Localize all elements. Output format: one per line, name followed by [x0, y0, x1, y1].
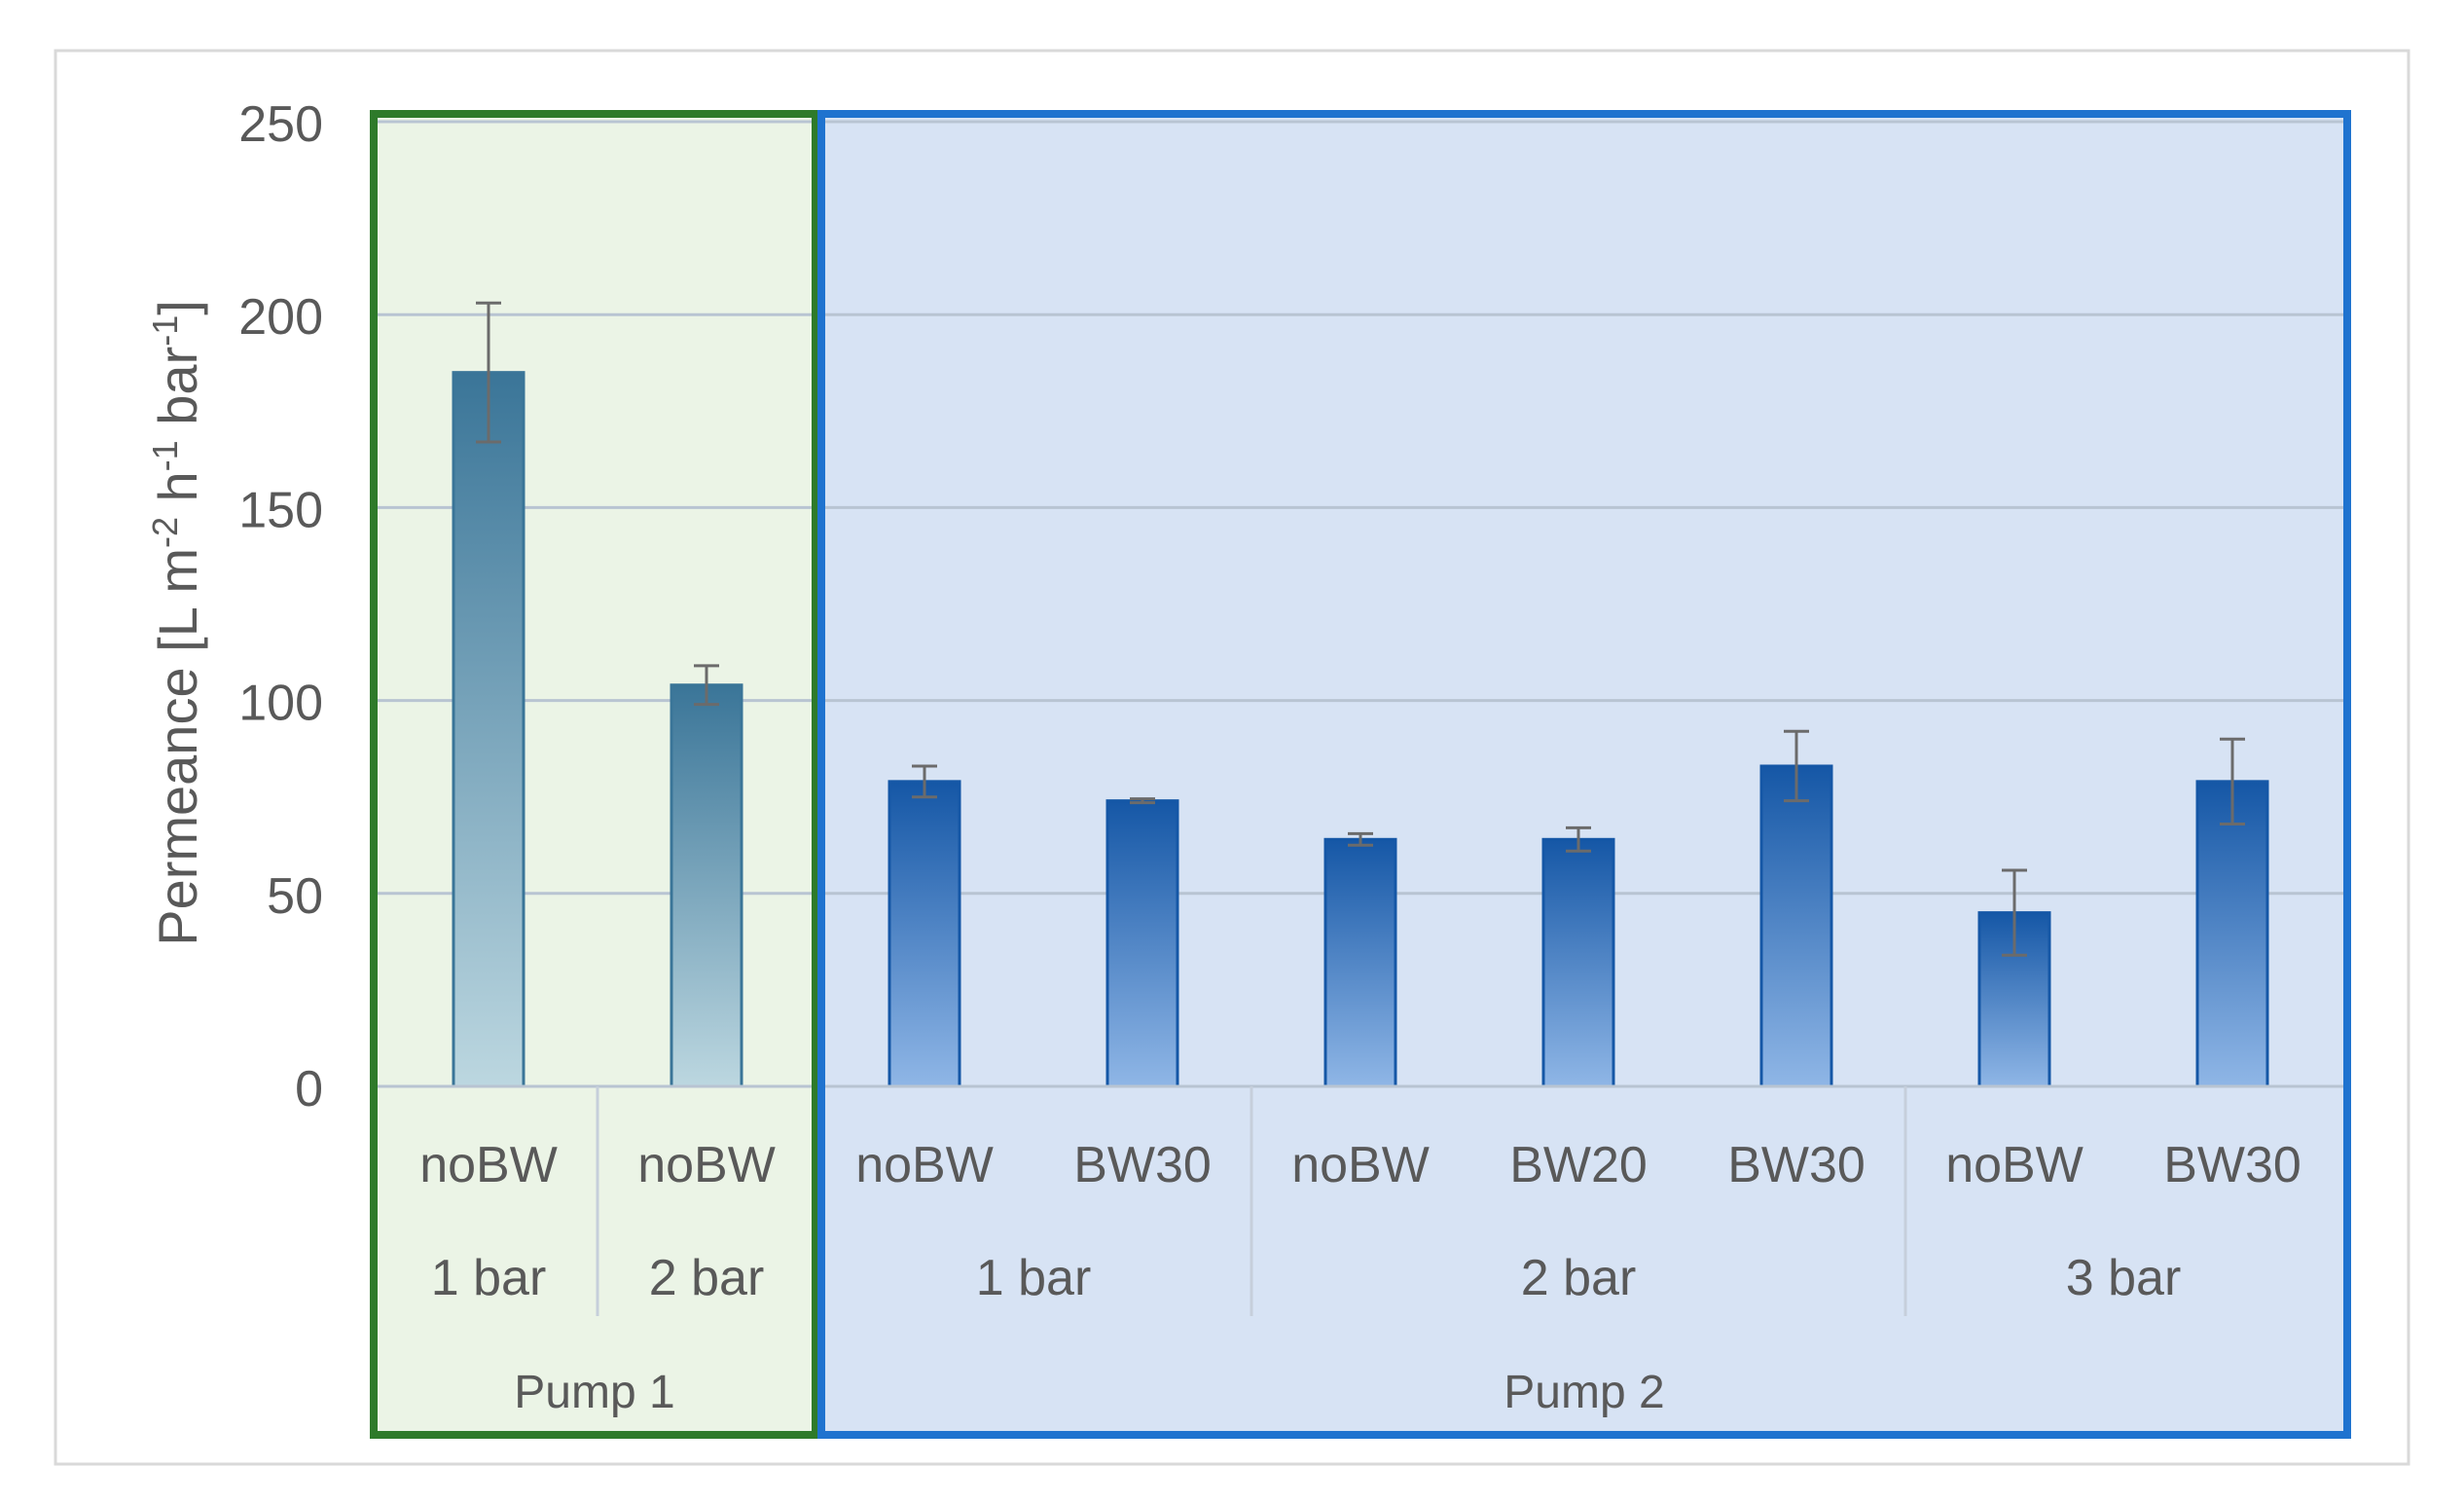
- bar: [452, 371, 525, 1088]
- y-axis-label-part: bar: [147, 347, 208, 441]
- y-axis-label-superscript: -1: [145, 315, 185, 347]
- pump-group-label: Pump 1: [514, 1367, 674, 1418]
- bars: [452, 371, 2269, 1088]
- error-bar: [2002, 868, 2027, 957]
- y-axis-label-part: Permeance [L m: [147, 548, 208, 946]
- error-bar: [2220, 737, 2245, 825]
- error-bar: [1130, 797, 1155, 805]
- x-tick-label: noBW: [419, 1137, 558, 1193]
- error-bar: [1784, 729, 1809, 803]
- pump-2-region: [821, 114, 2347, 1435]
- x-tick-label: noBW: [1291, 1137, 1430, 1193]
- x-tick-label: noBW: [855, 1137, 994, 1193]
- bar: [888, 780, 961, 1088]
- y-axis-label-superscript: -1: [145, 440, 185, 471]
- pressure-group-label: 2 bar: [1521, 1250, 1637, 1306]
- y-tick-label: 200: [238, 289, 323, 346]
- y-axis-ticks: 0 50 100 150 200 250: [238, 96, 323, 1118]
- y-tick-label: 100: [238, 676, 323, 732]
- bar: [1105, 799, 1179, 1088]
- x-axis: noBW noBW noBW BW30 noBW BW20 BW30 noBW BW30 1 ba…: [374, 1084, 2347, 1418]
- y-tick-label: 50: [267, 868, 323, 925]
- pump-1-border: [370, 110, 819, 1439]
- x-tick-label: BW30: [2163, 1137, 2301, 1193]
- y-axis-label: Permeance [L m-2 h-1 bar-1]: [145, 300, 209, 946]
- pressure-group-label: 2 bar: [649, 1250, 765, 1306]
- y-tick-label: 150: [238, 482, 323, 538]
- error-bar: [476, 301, 501, 444]
- pump-2-border: [817, 110, 2351, 1439]
- pressure-group-label: 3 bar: [2066, 1250, 2182, 1306]
- pump-group-label: Pump 2: [1504, 1367, 1664, 1418]
- y-axis-label-part: h: [147, 471, 208, 517]
- bar: [1759, 764, 1833, 1088]
- x-tick-label: BW20: [1509, 1137, 1648, 1193]
- bar: [1323, 837, 1397, 1088]
- y-tick-label: 0: [295, 1061, 323, 1118]
- bar: [2195, 780, 2269, 1088]
- error-bar: [1348, 831, 1373, 847]
- error-bars: [476, 301, 2245, 957]
- error-bar: [1566, 825, 1591, 853]
- bar: [670, 683, 743, 1088]
- y-tick-label: 250: [238, 96, 323, 153]
- x-tick-label: noBW: [1945, 1137, 2084, 1193]
- pressure-group-label: 1 bar: [976, 1250, 1092, 1306]
- error-bar: [694, 664, 719, 707]
- error-bar: [912, 764, 937, 799]
- y-axis-label-part: ]: [147, 300, 208, 315]
- bar: [1541, 837, 1615, 1088]
- pump-1-region: [374, 114, 815, 1435]
- pressure-group-label: 1 bar: [431, 1250, 547, 1306]
- y-axis-label-superscript: -2: [145, 517, 185, 548]
- x-tick-label: noBW: [637, 1137, 776, 1193]
- x-tick-label: BW30: [1727, 1137, 1866, 1193]
- x-tick-label: BW30: [1073, 1137, 1212, 1193]
